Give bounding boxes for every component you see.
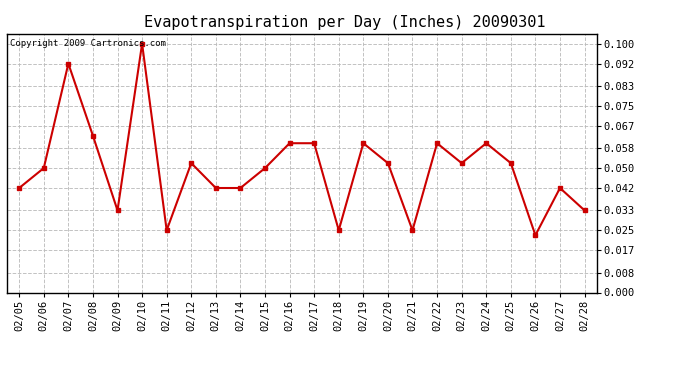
Text: Evapotranspiration per Day (Inches) 20090301: Evapotranspiration per Day (Inches) 2009… [144,15,546,30]
Text: Copyright 2009 Cartronics.com: Copyright 2009 Cartronics.com [10,39,166,48]
